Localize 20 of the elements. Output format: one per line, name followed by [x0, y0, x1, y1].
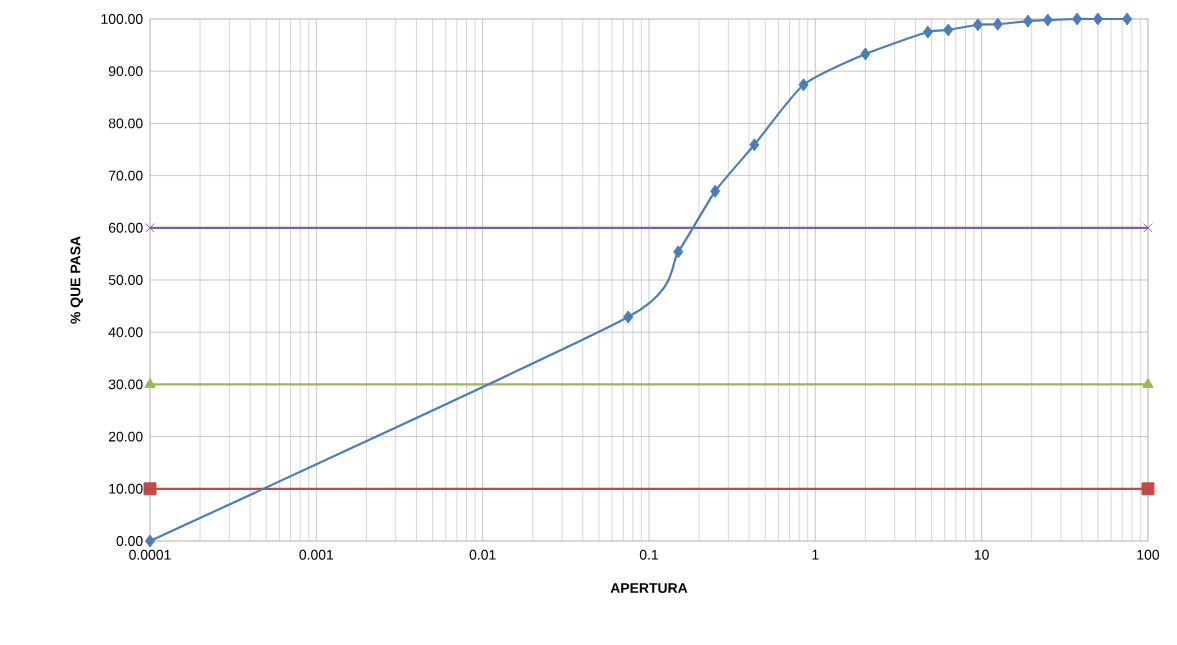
y-tick-label: 0.00 [116, 536, 143, 546]
y-tick-label: 90.00 [108, 66, 143, 77]
y-tick-label: 40.00 [108, 327, 143, 338]
x-tick-label: 0.001 [299, 549, 334, 560]
y-axis-title: % QUE PASA [70, 236, 83, 324]
y-tick-label: 80.00 [108, 118, 143, 129]
y-tick-label: 70.00 [108, 170, 143, 181]
x-tick-label: 1 [812, 549, 819, 560]
y-tick-label: 30.00 [108, 379, 143, 390]
y-tick-label: 50.00 [108, 275, 143, 285]
y-tick-label: 20.00 [108, 431, 143, 442]
y-tick-label: 10.00 [109, 483, 143, 494]
x-tick-label: 0.1 [639, 549, 658, 560]
y-tick-label: 100.00 [101, 14, 143, 24]
x-axis-title: APERTURA [610, 583, 688, 593]
x-tick-label: 10 [974, 549, 989, 560]
x-tick-label: 0.01 [469, 549, 496, 560]
y-tick-label: 60.00 [108, 222, 143, 233]
x-tick-label: 100 [1137, 549, 1160, 560]
x-tick-label: 0.0001 [129, 549, 171, 560]
